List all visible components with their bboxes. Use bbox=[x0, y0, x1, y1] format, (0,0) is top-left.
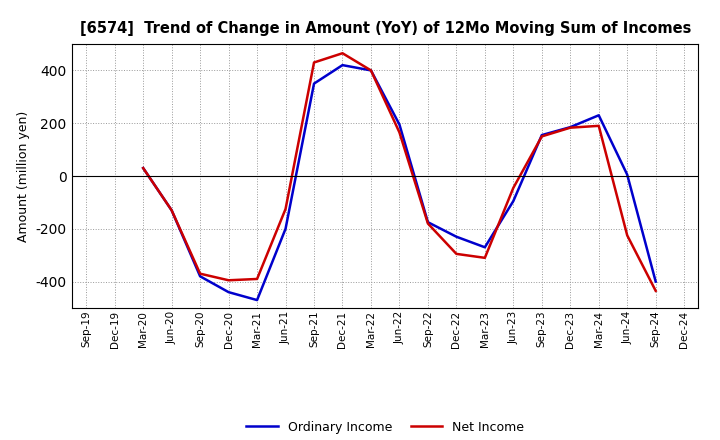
Ordinary Income bbox=[623, 172, 631, 177]
Ordinary Income bbox=[196, 274, 204, 279]
Ordinary Income bbox=[566, 125, 575, 130]
Net Income bbox=[652, 288, 660, 293]
Line: Ordinary Income: Ordinary Income bbox=[143, 65, 656, 300]
Ordinary Income bbox=[452, 234, 461, 239]
Net Income bbox=[167, 208, 176, 213]
Net Income bbox=[509, 185, 518, 191]
Ordinary Income bbox=[338, 62, 347, 68]
Net Income bbox=[196, 271, 204, 276]
Net Income bbox=[366, 68, 375, 73]
Net Income bbox=[623, 233, 631, 238]
Net Income bbox=[452, 251, 461, 257]
Ordinary Income bbox=[310, 81, 318, 86]
Ordinary Income bbox=[423, 220, 432, 225]
Ordinary Income bbox=[509, 198, 518, 204]
Net Income bbox=[282, 206, 290, 212]
Ordinary Income bbox=[253, 297, 261, 303]
Ordinary Income bbox=[225, 290, 233, 295]
Net Income bbox=[139, 165, 148, 171]
Net Income bbox=[253, 276, 261, 282]
Ordinary Income bbox=[652, 279, 660, 284]
Legend: Ordinary Income, Net Income: Ordinary Income, Net Income bbox=[241, 416, 529, 439]
Net Income bbox=[537, 134, 546, 139]
Ordinary Income bbox=[167, 208, 176, 213]
Ordinary Income bbox=[282, 226, 290, 231]
Net Income bbox=[423, 221, 432, 226]
Ordinary Income bbox=[480, 245, 489, 250]
Net Income bbox=[566, 125, 575, 130]
Ordinary Income bbox=[395, 122, 404, 127]
Net Income bbox=[480, 255, 489, 260]
Net Income bbox=[595, 123, 603, 128]
Ordinary Income bbox=[366, 68, 375, 73]
Net Income bbox=[225, 278, 233, 283]
Ordinary Income bbox=[537, 132, 546, 138]
Ordinary Income bbox=[139, 165, 148, 171]
Net Income bbox=[395, 130, 404, 135]
Title: [6574]  Trend of Change in Amount (YoY) of 12Mo Moving Sum of Incomes: [6574] Trend of Change in Amount (YoY) o… bbox=[79, 21, 691, 36]
Net Income bbox=[310, 60, 318, 65]
Net Income bbox=[338, 51, 347, 56]
Line: Net Income: Net Income bbox=[143, 53, 656, 291]
Ordinary Income bbox=[595, 113, 603, 118]
Y-axis label: Amount (million yen): Amount (million yen) bbox=[17, 110, 30, 242]
